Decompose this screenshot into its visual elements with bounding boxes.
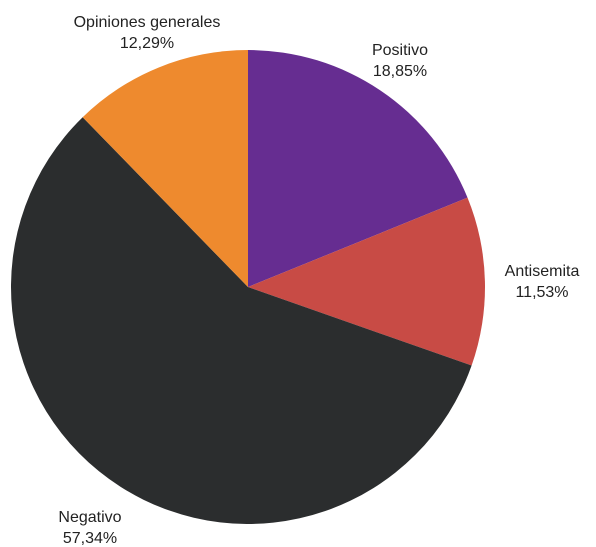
slice-opiniones-generales [82, 50, 249, 287]
slice-label: Antisemita [505, 263, 580, 280]
slice-label: Negativo [58, 509, 121, 526]
slice-negativo [10, 117, 472, 524]
pie-slices [10, 50, 485, 524]
slice-value-label: 12,29% [120, 35, 174, 52]
slice-positivo [248, 50, 468, 287]
slice-value-label: 57,34% [63, 530, 117, 547]
pie-labels: Positivo 18,85% Antisemita 11,53% Negativo 57… [58, 14, 579, 547]
slice-label: Opiniones generales [74, 14, 221, 31]
slice-value-label: 18,85% [373, 63, 427, 80]
slice-value-label: 11,53% [515, 284, 568, 301]
slice-antisemita [248, 197, 485, 366]
slice-label: Positivo [372, 42, 428, 59]
